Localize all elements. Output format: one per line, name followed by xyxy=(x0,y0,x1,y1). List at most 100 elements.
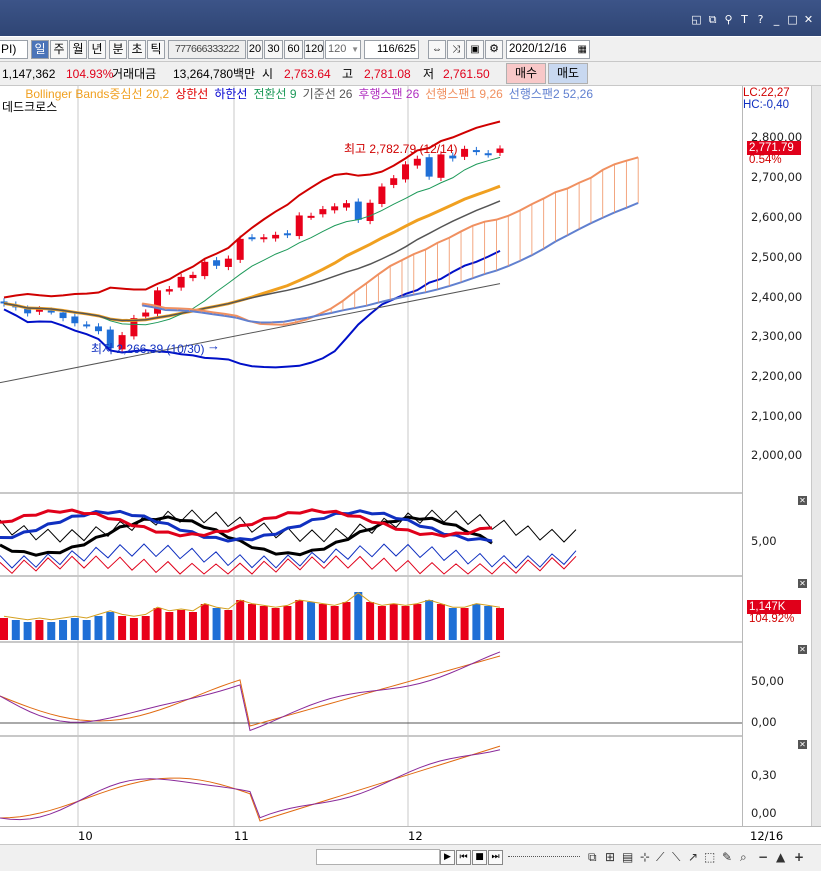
minute-30-button[interactable]: 30 xyxy=(264,40,283,59)
buy-button[interactable]: 매수 xyxy=(506,63,546,84)
panel-close-icon[interactable]: ✕ xyxy=(798,645,807,654)
scroll-up-icon[interactable]: ▲ xyxy=(776,850,786,864)
volume-bar xyxy=(389,604,398,640)
data-count-value: 116 xyxy=(377,43,395,55)
candle-body xyxy=(248,237,256,240)
sell-button[interactable]: 매도 xyxy=(548,63,588,84)
zoom-out-icon[interactable]: − xyxy=(758,850,769,864)
candle-body xyxy=(236,238,244,260)
minute-120-button[interactable]: 120 xyxy=(304,40,324,59)
candle-body xyxy=(24,308,32,314)
text-icon[interactable]: T xyxy=(741,13,748,26)
close-icon[interactable]: ✕ xyxy=(803,13,814,26)
stock-code-field[interactable]: PI) xyxy=(0,40,28,59)
compare-icon[interactable]: ⤨ xyxy=(447,40,465,59)
open-label: 시 xyxy=(262,67,274,81)
candle-body xyxy=(260,237,268,240)
period-minute-button[interactable]: 분 xyxy=(109,40,127,59)
volume-bar xyxy=(94,616,103,640)
candle-body xyxy=(437,154,445,178)
arrow-icon[interactable]: ↗ xyxy=(688,850,699,864)
horizontal-scrollbar[interactable] xyxy=(316,849,440,865)
step-back-icon[interactable]: ⏮ xyxy=(456,850,471,865)
low-annotation-arrow: → xyxy=(207,338,220,353)
table-icon[interactable]: ▤ xyxy=(622,850,634,864)
legend-item[interactable]: 상한선 xyxy=(175,87,209,101)
panel-close-icon[interactable]: ✕ xyxy=(798,496,807,505)
volume-ratio-label: 104.92% xyxy=(749,613,795,625)
chart-svg xyxy=(0,86,742,826)
save-icon[interactable]: ▣ xyxy=(466,40,484,59)
restore-icon[interactable]: ◱ xyxy=(691,13,702,26)
trend-icon[interactable]: ⟋ xyxy=(656,850,665,864)
legend-item[interactable]: Bollinger Bands중심선 20,2 xyxy=(25,87,170,101)
calendar-icon[interactable]: ▦ xyxy=(577,44,587,55)
volume-bar xyxy=(259,606,268,640)
minute-60-button[interactable]: 60 xyxy=(284,40,303,59)
candle-body xyxy=(142,312,150,317)
stop-icon[interactable]: ■ xyxy=(472,850,487,865)
draw-icon[interactable]: ✎ xyxy=(722,850,733,864)
help-icon[interactable]: ? xyxy=(757,13,764,26)
panel-close-icon[interactable]: ✕ xyxy=(798,579,807,588)
panel5-line-orange xyxy=(0,745,501,822)
shape-icon[interactable]: ⬚ xyxy=(704,850,716,864)
candle-body xyxy=(272,234,280,239)
zoom-in-icon[interactable]: ⇔ xyxy=(428,40,446,59)
volume-bar xyxy=(165,612,174,640)
period-second-button[interactable]: 초 xyxy=(128,40,146,59)
volume-bar xyxy=(35,620,44,640)
gear-icon[interactable]: ⚙ xyxy=(485,40,503,59)
date-axis: 10 11 12 12/16 xyxy=(0,826,821,844)
minute-20-button[interactable]: 20 xyxy=(247,40,263,59)
speed-slider[interactable] xyxy=(508,856,580,859)
legend-item[interactable]: 후행스팬 26 xyxy=(358,87,420,101)
period-tick-button[interactable]: 틱 xyxy=(147,40,165,59)
candle-body xyxy=(307,215,315,218)
grid-icon[interactable]: ⊞ xyxy=(605,850,616,864)
vertical-scrollbar[interactable] xyxy=(811,86,821,826)
fast-forward-icon[interactable]: ⏭ xyxy=(488,850,503,865)
candle-body xyxy=(295,215,303,237)
volume-bar xyxy=(366,602,375,640)
candle-body xyxy=(106,329,114,349)
copy-icon[interactable]: ⧉ xyxy=(708,13,717,26)
oscillator-main xyxy=(0,515,493,557)
volume-bar xyxy=(448,608,457,640)
legend-item[interactable]: 선행스팬1 9,26 xyxy=(425,87,503,101)
date-field[interactable]: 2020/12/16 ▦ xyxy=(506,40,590,59)
legend-item[interactable]: 선행스팬2 52,26 xyxy=(508,87,593,101)
maximize-icon[interactable]: □ xyxy=(787,13,798,26)
price-axis[interactable]: LC:22,27 HC:-0,40 2,800,00 2,771.79 0.54… xyxy=(742,86,811,826)
pin-icon[interactable]: ⚲ xyxy=(724,13,733,26)
play-icon[interactable]: ▶ xyxy=(440,850,455,865)
period-year-button[interactable]: 년 xyxy=(88,40,106,59)
chart-area[interactable] xyxy=(0,86,742,826)
search-icon[interactable]: ⌕ xyxy=(740,850,747,864)
period-day-button[interactable]: 일 xyxy=(31,40,49,59)
layout-icon[interactable]: ⧉ xyxy=(588,850,597,864)
candle-body xyxy=(472,150,480,153)
zoom-plus-icon[interactable]: + xyxy=(794,850,805,864)
data-count-field[interactable]: 116/625 xyxy=(364,40,419,59)
volume-bar xyxy=(377,606,386,640)
panel5-tick: 0,30 xyxy=(751,768,777,782)
panel-close-icon[interactable]: ✕ xyxy=(798,740,807,749)
legend-item[interactable]: 전환선 9 xyxy=(253,87,297,101)
volume-current-badge: 1,147K xyxy=(747,600,801,614)
period-week-button[interactable]: 주 xyxy=(50,40,68,59)
minimize-icon[interactable]: _ xyxy=(773,13,780,26)
volume-bar xyxy=(425,600,434,640)
candle-body xyxy=(177,276,185,288)
panel4-tick: 0,00 xyxy=(751,715,777,729)
crosshair-icon[interactable]: ⊹ xyxy=(640,850,651,864)
period-month-button[interactable]: 월 xyxy=(69,40,87,59)
legend-item[interactable]: 하한선 xyxy=(214,87,248,101)
line-icon[interactable]: ⟍ xyxy=(672,850,681,864)
interval-preset-buttons[interactable]: 777666333222 xyxy=(168,40,246,59)
price-tick: 2,800,00 xyxy=(751,130,803,144)
legend-item[interactable]: 기준선 26 xyxy=(302,87,353,101)
candle-body xyxy=(71,316,79,324)
minute-select[interactable]: 120 ▼ xyxy=(325,40,361,59)
hc-label: HC:-0,40 xyxy=(743,99,790,111)
